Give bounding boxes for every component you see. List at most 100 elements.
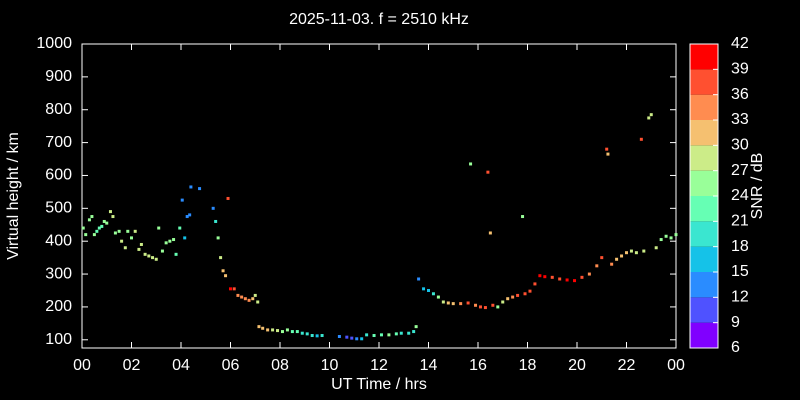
data-point (543, 275, 547, 279)
x-tick-label: 04 (172, 357, 190, 374)
colorbar-bin (690, 170, 718, 196)
data-point (580, 275, 584, 279)
data-point (407, 331, 411, 335)
y-axis-label: Virtual height / km (5, 132, 22, 260)
data-point (111, 215, 115, 219)
data-point (478, 305, 482, 309)
colorbar-tick-label: 21 (731, 213, 749, 230)
data-point (506, 297, 510, 301)
data-point (172, 238, 176, 242)
x-tick-label: 08 (271, 357, 289, 374)
y-tick-label: 100 (45, 331, 72, 348)
data-point (436, 295, 440, 299)
data-point (224, 274, 228, 278)
data-point (236, 293, 240, 297)
x-tick-label: 22 (618, 357, 636, 374)
colorbar-bin (690, 221, 718, 247)
colorbar-bin (690, 120, 718, 146)
data-point (516, 293, 520, 297)
x-tick-label: 18 (519, 357, 537, 374)
y-tick-label: 800 (45, 101, 72, 118)
data-point (108, 210, 112, 214)
data-point (565, 278, 569, 282)
data-point (164, 241, 168, 245)
data-point (185, 215, 189, 219)
data-point (226, 196, 230, 200)
data-point (422, 287, 426, 291)
data-point (605, 147, 609, 151)
y-tick-label: 200 (45, 298, 72, 315)
data-point (414, 325, 418, 329)
data-point (649, 113, 653, 117)
colorbar-tick-label: 15 (731, 263, 749, 280)
x-tick-label: 10 (321, 357, 339, 374)
y-tick-label: 1000 (36, 35, 72, 52)
data-point (216, 236, 220, 240)
x-tick-label: 16 (469, 357, 487, 374)
data-point (427, 288, 430, 292)
data-point (474, 303, 478, 307)
x-tick-label: 00 (73, 357, 91, 374)
data-point (211, 206, 215, 210)
data-point (446, 301, 450, 305)
data-point (174, 252, 178, 256)
data-point (180, 198, 184, 202)
colorbar-tick-label: 24 (731, 187, 749, 204)
data-point (95, 229, 99, 233)
data-point (674, 233, 678, 237)
colorbar-tick-label: 39 (731, 61, 749, 78)
colorbar-bin (690, 94, 718, 120)
data-point (300, 331, 304, 335)
data-point (501, 300, 505, 304)
x-axis-label: UT Time / hrs (331, 376, 427, 393)
data-point (295, 330, 299, 334)
data-point (143, 252, 147, 256)
data-point (523, 292, 527, 296)
data-point (642, 249, 646, 253)
data-point (130, 236, 133, 240)
data-point (441, 300, 445, 304)
plot-frame (81, 43, 677, 349)
x-tick-label: 20 (568, 357, 586, 374)
data-point (610, 262, 614, 266)
colorbar-tick-label: 27 (731, 162, 749, 179)
colorbar-bin (690, 145, 718, 171)
data-point (139, 242, 143, 246)
colorbar-bin (690, 322, 718, 348)
y-tick-label: 300 (45, 265, 72, 282)
data-point (469, 162, 473, 166)
data-point (315, 334, 319, 338)
data-point (511, 295, 515, 299)
colorbar-bin (690, 272, 718, 298)
data-point (266, 328, 270, 332)
data-point (451, 302, 455, 306)
colorbar-tick-label: 18 (731, 238, 749, 255)
colorbar-bin (690, 44, 718, 70)
data-point (625, 251, 628, 255)
data-point (183, 236, 187, 240)
x-tick-label: 00 (667, 357, 685, 374)
data-point (634, 251, 638, 255)
data-point (600, 256, 604, 260)
data-point (320, 334, 324, 338)
data-point (126, 229, 130, 233)
data-point (147, 254, 151, 258)
data-point (84, 233, 88, 237)
data-point (372, 334, 376, 338)
data-point (168, 239, 172, 243)
x-tick-label: 14 (420, 357, 438, 374)
data-point (528, 289, 532, 293)
data-point (491, 303, 495, 307)
data-point (243, 297, 247, 301)
data-point (639, 137, 643, 141)
data-point (81, 226, 85, 230)
data-point (92, 233, 96, 237)
data-point (123, 246, 127, 250)
data-point (151, 256, 155, 260)
data-point (229, 287, 232, 291)
data-point (285, 328, 289, 332)
data-point (102, 219, 106, 223)
y-tick-label: 900 (45, 68, 72, 85)
data-point (90, 215, 94, 219)
data-point (113, 231, 117, 235)
